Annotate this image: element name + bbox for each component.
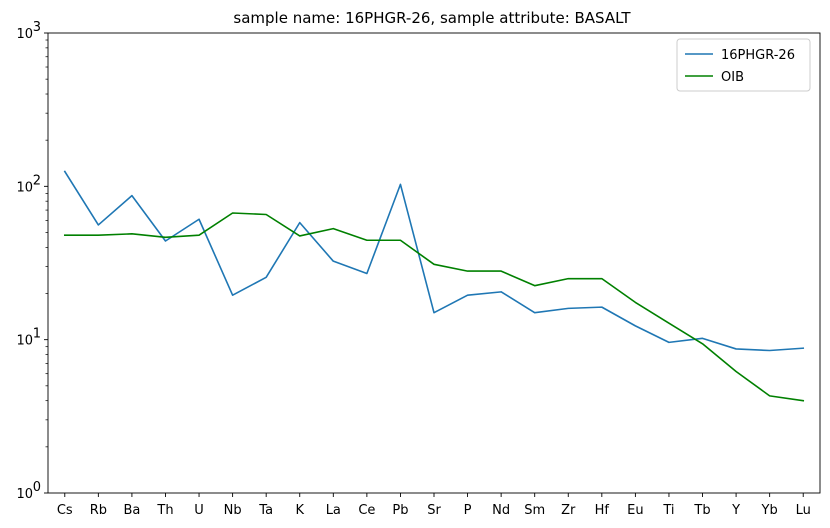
x-tick-label: Th	[156, 503, 173, 518]
legend: 16PHGR-26 OIB	[676, 38, 811, 92]
y-tick-label: 10	[16, 27, 33, 42]
x-tick-label: Tb	[693, 503, 710, 518]
y-tick-exponent: 3	[33, 20, 41, 35]
x-tick-label: P	[464, 503, 472, 518]
legend-label-1: 16PHGR-26	[721, 48, 795, 63]
legend-box	[676, 38, 811, 92]
axes: Cs Rb Ba Th U Nb Ta K La Ce Pb Sr P Nd Sm Zr Hf Eu Ti Tb Y Yb…	[16, 20, 821, 518]
x-tick-label: Yb	[761, 503, 778, 518]
y-tick-label: 10	[16, 334, 33, 349]
x-tick-label: Ta	[258, 503, 273, 518]
x-tick-label: Zr	[561, 503, 576, 518]
x-tick-label: Y	[731, 503, 740, 518]
x-tick-label: U	[194, 503, 204, 518]
x-tick-label: Hf	[595, 503, 610, 518]
y-tick-base: 10	[16, 27, 33, 42]
y-tick-base: 10	[16, 334, 33, 349]
legend-label-2: OIB	[721, 70, 744, 85]
x-tick-label: Ba	[123, 503, 140, 518]
y-tick-exponent: 2	[33, 173, 41, 188]
x-tick-label: Sm	[524, 503, 545, 518]
x-tick-label: Nd	[492, 503, 510, 518]
x-tick-label: Nb	[224, 503, 242, 518]
axes-frame	[47, 32, 821, 494]
x-tick-label: Rb	[90, 503, 107, 518]
y-tick-label: 10	[16, 180, 33, 195]
x-tick-label: Cs	[57, 503, 73, 518]
x-tick-label: Ce	[358, 503, 375, 518]
y-tick-exponent: 1	[33, 327, 41, 342]
y-tick-label: 10	[16, 487, 33, 502]
chart-title: sample name: 16PHGR-26, sample attribute…	[233, 9, 631, 27]
x-tick-label: Lu	[796, 503, 811, 518]
x-tick-label: Pb	[392, 503, 408, 518]
series-line-1	[63, 170, 805, 352]
x-tick-label: La	[326, 503, 341, 518]
plot-area	[63, 170, 805, 402]
x-tick-label: K	[295, 503, 304, 518]
series-line-2	[63, 212, 805, 402]
y-tick-exponent: 0	[33, 480, 41, 495]
y-tick-base: 10	[16, 180, 33, 195]
x-tick-label: Eu	[627, 503, 643, 518]
x-tick-label: Sr	[427, 503, 441, 518]
x-tick-label: Ti	[662, 503, 674, 518]
y-tick-base: 10	[16, 487, 33, 502]
